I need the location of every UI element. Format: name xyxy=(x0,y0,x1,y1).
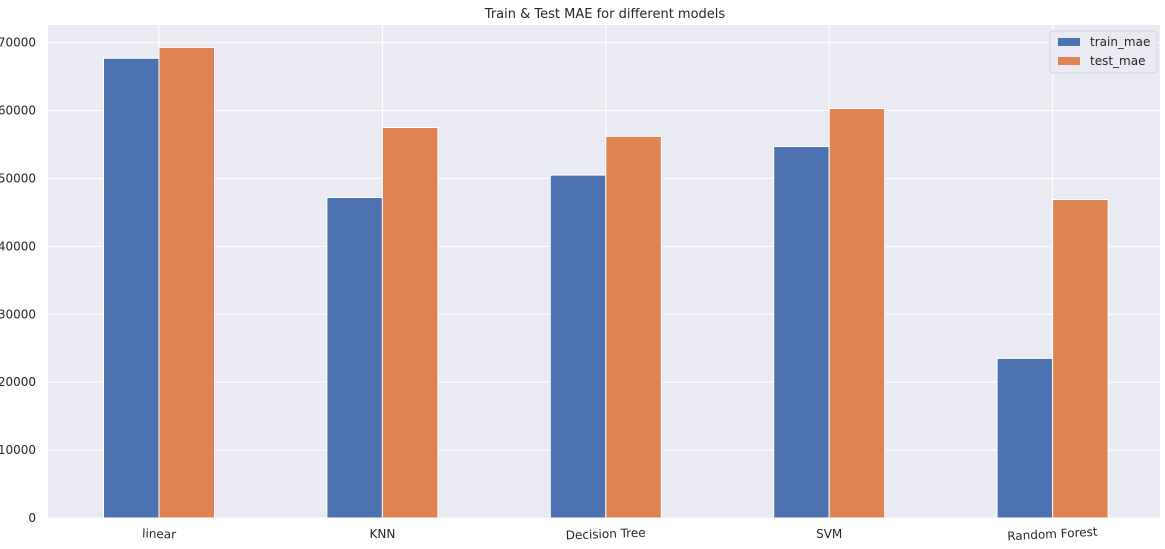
bar-train_mae-knn xyxy=(326,196,383,519)
x-tick-label: SVM xyxy=(816,527,842,541)
legend-swatch-train_mae xyxy=(1058,38,1080,46)
bar-train_mae-svm xyxy=(773,146,830,519)
chart-title: Train & Test MAE for different models xyxy=(484,7,726,22)
x-tick-label: linear xyxy=(142,526,176,541)
bar-test_mae-random-forest xyxy=(1052,199,1109,519)
bars xyxy=(103,46,1109,519)
bar-train_mae-decision-tree xyxy=(549,174,607,519)
x-axis-ticks: linear KNN Decision Tree SVM Random Forest xyxy=(142,525,1098,544)
y-tick-label: 0 xyxy=(28,511,36,525)
bar-train_mae-random-forest xyxy=(996,357,1054,519)
y-tick-label: 10000 xyxy=(0,443,36,457)
y-tick-label: 40000 xyxy=(0,239,36,253)
legend: train_mae test_mae xyxy=(1049,30,1158,74)
x-tick-label: KNN xyxy=(369,527,395,541)
y-tick-label: 70000 xyxy=(0,36,36,50)
y-tick-label: 20000 xyxy=(0,375,36,389)
bar-test_mae-knn xyxy=(381,127,439,519)
y-tick-label: 50000 xyxy=(0,171,36,185)
legend-label-train_mae: train_mae xyxy=(1090,35,1150,49)
bar-test_mae-linear xyxy=(158,46,215,519)
y-tick-label: 30000 xyxy=(0,307,36,321)
legend-swatch-test_mae xyxy=(1058,57,1080,65)
bar-test_mae-decision-tree xyxy=(605,135,662,519)
bar-test_mae-svm xyxy=(828,108,886,519)
x-tick-label: Decision Tree xyxy=(565,526,645,543)
y-tick-label: 60000 xyxy=(0,104,36,118)
x-tick-label: Random Forest xyxy=(1007,525,1098,544)
legend-label-test_mae: test_mae xyxy=(1090,54,1145,68)
y-axis-ticks: 0 10000 20000 30000 40000 50000 60000 70000 xyxy=(0,36,36,525)
bar-train_mae-linear xyxy=(103,57,160,519)
